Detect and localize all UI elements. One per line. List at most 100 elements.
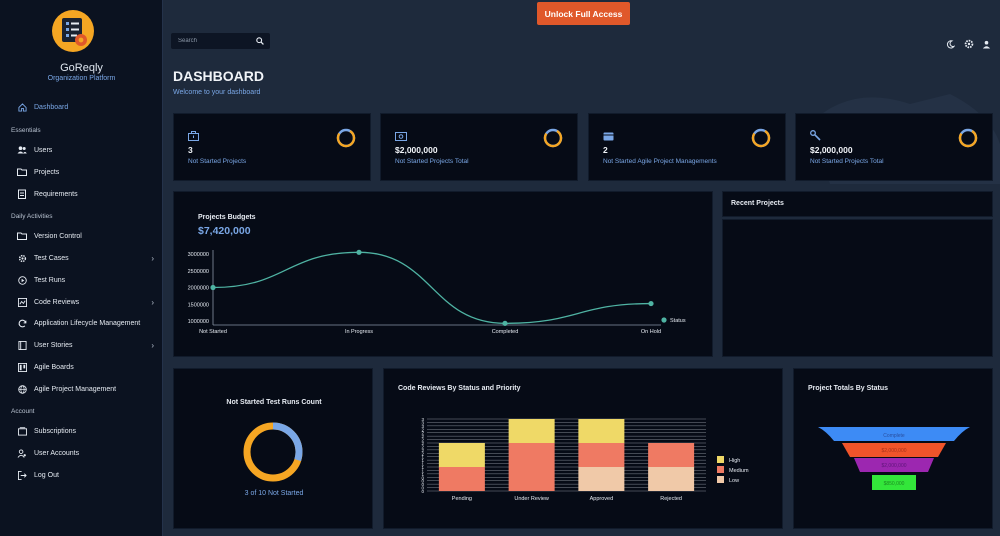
bar-segment <box>438 467 485 491</box>
sidebar-item-user-accounts[interactable]: User Accounts <box>16 446 156 460</box>
recent-projects-header: Recent Projects <box>722 191 993 217</box>
book-icon <box>16 340 28 350</box>
user-profile-icon[interactable] <box>982 36 992 49</box>
dark-mode-icon[interactable] <box>946 36 956 49</box>
legend-label: High <box>729 458 740 464</box>
cycle-icon <box>16 318 28 328</box>
x-tick-label: In Progress <box>345 329 373 335</box>
sidebar-item-requirements[interactable]: Requirements <box>16 187 156 201</box>
y-tick-label: 2 <box>421 441 424 446</box>
sidebar-item-version-control[interactable]: Version Control <box>16 229 156 243</box>
sidebar-item-dashboard[interactable]: Dashboard <box>16 100 156 114</box>
x-tick-label: Not Started <box>199 329 227 335</box>
sidebar-item-user-stories[interactable]: User Stories › <box>16 338 156 352</box>
page-title: DASHBOARD <box>173 68 264 84</box>
sidebar-item-projects[interactable]: Projects <box>16 165 156 179</box>
legend-swatch <box>717 466 724 473</box>
y-tick-label: 0 <box>421 482 424 487</box>
funnel-label: Complete <box>883 433 905 439</box>
funnel-stage <box>842 443 946 457</box>
stat-label: Not Started Agile Project Managements <box>603 158 717 165</box>
briefcase-icon <box>188 128 199 146</box>
sidebar-item-label: User Accounts <box>34 449 80 457</box>
funnel-label: $850,000 <box>884 481 905 487</box>
recent-projects-title: Recent Projects <box>731 200 784 207</box>
y-tick-label: 3 <box>421 424 424 429</box>
sidebar-item-code-reviews[interactable]: Code Reviews › <box>16 295 156 309</box>
sidebar: GoReqly Organization Platform Dashboard … <box>0 0 163 536</box>
project-totals-title: Project Totals By Status <box>808 385 889 392</box>
y-tick-label: 2 <box>421 434 424 439</box>
brand-subtitle: Organization Platform <box>47 75 116 82</box>
stat-progress-ring <box>336 128 356 148</box>
y-tick-label: 3 <box>421 420 424 425</box>
money-icon <box>395 128 407 146</box>
stat-value: 2 <box>603 145 608 155</box>
search-input[interactable] <box>178 38 256 44</box>
play-circle-icon <box>16 275 28 285</box>
chevron-right-icon[interactable]: › <box>151 253 154 263</box>
sidebar-item-agile-boards[interactable]: Agile Boards <box>16 360 156 374</box>
stat-label: Not Started Projects Total <box>395 158 469 165</box>
sidebar-item-test-runs[interactable]: Test Runs <box>16 273 156 287</box>
gear-icon <box>16 253 28 263</box>
bar-segment <box>648 443 695 467</box>
sidebar-item-users[interactable]: Users <box>16 143 156 157</box>
sidebar-item-log-out[interactable]: Log Out <box>16 468 156 482</box>
project-totals-funnel: Complete $2,000,000 $2,000,000 $850,000 <box>818 427 970 490</box>
app-logo <box>52 10 94 52</box>
home-icon <box>16 102 28 112</box>
project-totals-card: Project Totals By Status Complete $2,000… <box>793 368 993 529</box>
folder-icon <box>16 231 28 241</box>
y-tick-label: 1500000 <box>188 302 209 308</box>
stat-value: $2,000,000 <box>395 145 438 155</box>
chevron-right-icon[interactable]: › <box>151 340 154 350</box>
sidebar-item-label: User Stories <box>34 341 73 349</box>
sidebar-item-label: Users <box>34 146 53 154</box>
sidebar-item-label: Test Cases <box>34 254 69 262</box>
legend-swatch <box>717 476 724 483</box>
unlock-full-access-button[interactable]: Unlock Full Access <box>537 2 630 25</box>
sidebar-item-application-lifecycle[interactable]: Application Lifecycle Management <box>16 316 156 330</box>
sidebar-item-label: Version Control <box>34 232 82 240</box>
y-tick-label: 3 <box>421 417 424 422</box>
x-tick-label: Under Review <box>514 496 549 502</box>
bar-segment <box>508 419 555 443</box>
stat-value: 3 <box>188 145 193 155</box>
y-tick-label: 1 <box>421 472 424 477</box>
section-daily-activities: Daily Activities <box>11 213 53 220</box>
wrench-icon <box>810 128 821 146</box>
chevron-right-icon[interactable]: › <box>151 297 154 307</box>
subscription-icon <box>16 426 28 436</box>
bar-segment <box>508 443 555 491</box>
y-tick-label: 0 <box>421 486 424 491</box>
board-icon <box>16 362 28 372</box>
funnel-stage <box>854 458 934 472</box>
x-tick-label: Approved <box>590 496 614 502</box>
sidebar-item-label: Agile Boards <box>34 363 74 371</box>
y-tick-label: 2 <box>421 448 424 453</box>
card-icon <box>603 128 614 146</box>
y-tick-label: 1 <box>421 455 424 460</box>
test-runs-donut <box>243 422 303 482</box>
stat-value: $2,000,000 <box>810 145 853 155</box>
section-account: Account <box>11 408 35 415</box>
users-icon <box>16 145 28 155</box>
sidebar-item-label: Subscriptions <box>34 427 77 435</box>
y-tick-label: 0 <box>421 475 424 480</box>
settings-icon[interactable] <box>964 36 974 49</box>
funnel-label: $2,000,000 <box>881 448 906 454</box>
x-tick-label: On Hold <box>641 329 661 335</box>
sidebar-item-test-cases[interactable]: Test Cases › <box>16 251 156 265</box>
donut-not-started <box>243 422 303 482</box>
y-tick-label: 3000000 <box>188 252 209 258</box>
stat-card: $2,000,000 Not Started Projects Total <box>795 113 993 181</box>
funnel-label: $2,000,000 <box>881 463 906 469</box>
sidebar-item-label: Code Reviews <box>34 298 80 306</box>
sidebar-item-subscriptions[interactable]: Subscriptions <box>16 424 156 438</box>
search-icon[interactable] <box>256 37 264 45</box>
sidebar-item-agile-project-management[interactable]: Agile Project Management <box>16 382 156 396</box>
y-tick-label: 1 <box>421 458 424 463</box>
